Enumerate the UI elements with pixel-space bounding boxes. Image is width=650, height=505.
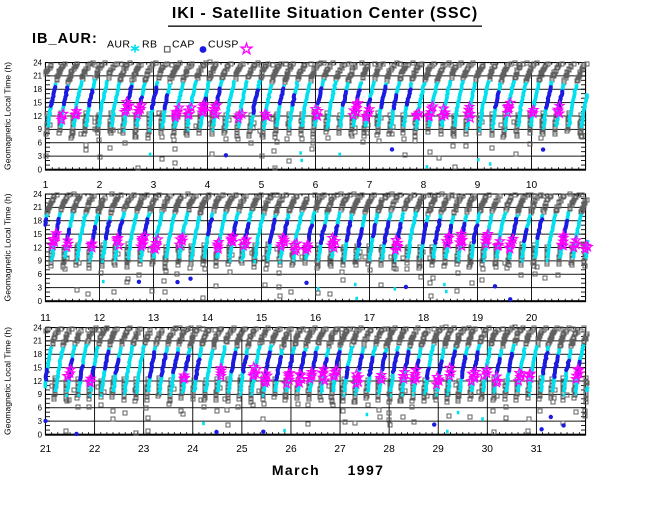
svg-text:22: 22 (89, 444, 101, 455)
svg-text:18: 18 (33, 350, 42, 359)
svg-text:0: 0 (38, 430, 43, 439)
svg-text:12: 12 (33, 243, 42, 252)
svg-text:29: 29 (433, 444, 445, 455)
svg-text:14: 14 (202, 313, 214, 324)
svg-text:12: 12 (33, 112, 42, 121)
svg-text:27: 27 (334, 444, 346, 455)
svg-text:8: 8 (421, 180, 427, 191)
svg-text:IB_AUR:: IB_AUR: (32, 31, 98, 47)
svg-text:0: 0 (38, 297, 43, 306)
svg-text:6: 6 (38, 404, 43, 413)
svg-text:25: 25 (236, 444, 248, 455)
svg-text:24: 24 (33, 190, 42, 199)
svg-text:15: 15 (256, 313, 268, 324)
svg-text:17: 17 (364, 313, 376, 324)
svg-text:7: 7 (367, 180, 373, 191)
svg-text:15: 15 (33, 98, 42, 107)
svg-text:Geomagnetic Local Time (h): Geomagnetic Local Time (h) (3, 327, 13, 435)
svg-text:Geomagnetic Local Time (h): Geomagnetic Local Time (h) (3, 62, 13, 170)
svg-text:CAP: CAP (172, 39, 195, 51)
svg-text:0: 0 (38, 165, 43, 174)
svg-text:Geomagnetic Local Time (h): Geomagnetic Local Time (h) (3, 193, 13, 301)
svg-text:18: 18 (33, 85, 42, 94)
svg-text:24: 24 (187, 444, 199, 455)
svg-text:1: 1 (43, 180, 49, 191)
svg-text:15: 15 (33, 363, 42, 372)
svg-text:1997: 1997 (348, 462, 385, 478)
svg-text:26: 26 (285, 444, 297, 455)
svg-text:19: 19 (472, 313, 484, 324)
svg-text:9: 9 (38, 390, 43, 399)
svg-text:23: 23 (138, 444, 150, 455)
svg-text:15: 15 (33, 230, 42, 239)
svg-text:12: 12 (94, 313, 106, 324)
svg-text:24: 24 (33, 323, 42, 332)
svg-text:12: 12 (33, 377, 42, 386)
svg-text:30: 30 (482, 444, 494, 455)
svg-text:CUSP: CUSP (208, 39, 239, 51)
svg-text:21: 21 (33, 203, 42, 212)
svg-text:AUR: AUR (107, 39, 130, 51)
svg-text:21: 21 (33, 337, 42, 346)
svg-text:3: 3 (38, 283, 43, 292)
svg-text:20: 20 (526, 313, 538, 324)
svg-text:9: 9 (38, 257, 43, 266)
svg-text:18: 18 (418, 313, 430, 324)
svg-text:RB: RB (142, 39, 157, 51)
svg-text:21: 21 (40, 444, 52, 455)
svg-text:10: 10 (526, 180, 538, 191)
svg-text:IKI - Satellite Situation Cent: IKI - Satellite Situation Center (SSC) (172, 5, 478, 22)
svg-text:6: 6 (313, 180, 319, 191)
svg-text:28: 28 (383, 444, 395, 455)
svg-text:4: 4 (205, 180, 211, 191)
svg-text:2: 2 (97, 180, 103, 191)
svg-text:16: 16 (310, 313, 322, 324)
svg-text:11: 11 (40, 313, 51, 324)
svg-text:March: March (272, 462, 320, 478)
svg-text:3: 3 (151, 180, 157, 191)
svg-text:18: 18 (33, 217, 42, 226)
svg-text:3: 3 (38, 417, 43, 426)
svg-text:6: 6 (38, 139, 43, 148)
svg-text:9: 9 (38, 125, 43, 134)
svg-text:13: 13 (148, 313, 160, 324)
svg-text:3: 3 (38, 152, 43, 161)
svg-text:6: 6 (38, 270, 43, 279)
svg-text:31: 31 (531, 444, 543, 455)
svg-text:21: 21 (33, 72, 42, 81)
svg-text:24: 24 (33, 58, 42, 67)
svg-text:9: 9 (475, 180, 481, 191)
svg-text:5: 5 (259, 180, 265, 191)
